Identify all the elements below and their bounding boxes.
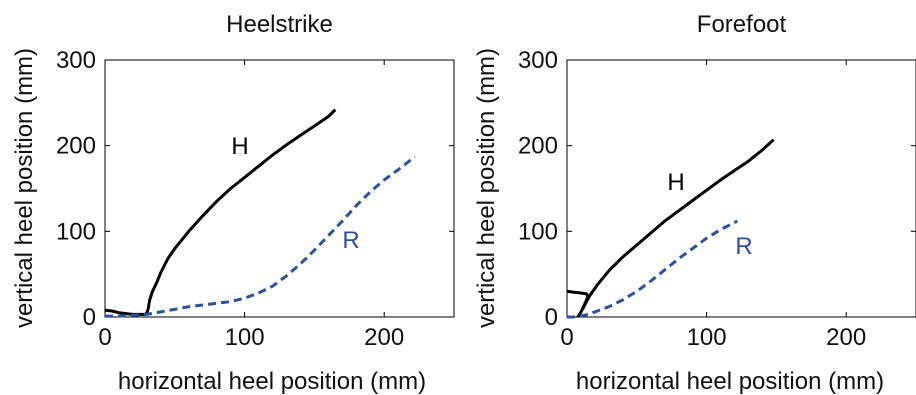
series-label-r: R <box>342 227 359 254</box>
series-line-r <box>567 219 738 319</box>
x-tick-label: 100 <box>687 324 727 351</box>
y-tick-label: 200 <box>518 133 558 160</box>
axis-ticks: 0 100 200 0 100 200 300 <box>56 47 454 351</box>
y-tick-label: 100 <box>56 218 96 245</box>
series-label-h: H <box>667 169 684 196</box>
x-tick-label: 200 <box>364 324 404 351</box>
series-group <box>104 108 416 318</box>
series-group <box>566 138 775 319</box>
heelstrike-chart: Heelstrike horizontal heel position (mm)… <box>11 11 455 395</box>
y-axis-label: vertical heel position (mm) <box>473 48 500 328</box>
chart-title: Heelstrike <box>226 11 333 38</box>
series-label-r: R <box>735 233 752 260</box>
x-tick-label: 0 <box>560 324 573 351</box>
series-line-h <box>104 108 337 316</box>
plot-area-frame <box>104 59 455 318</box>
x-tick-label: 200 <box>826 324 866 351</box>
x-tick-label: 100 <box>225 324 265 351</box>
series-label-h: H <box>231 133 248 160</box>
series-line-h <box>566 138 775 318</box>
plot-area-frame <box>566 59 916 318</box>
y-axis-label: vertical heel position (mm) <box>11 48 38 328</box>
y-tick-label: 300 <box>518 47 558 74</box>
chart-title: Forefoot <box>697 11 787 38</box>
series-line-r <box>105 155 416 318</box>
x-axis-label: horizontal heel position (mm) <box>576 368 884 395</box>
forefoot-chart: Forefoot horizontal heel position (mm) v… <box>473 11 916 395</box>
y-tick-label: 100 <box>518 218 558 245</box>
x-axis-label: horizontal heel position (mm) <box>118 368 426 395</box>
y-tick-label: 200 <box>56 133 96 160</box>
x-tick-label: 0 <box>98 324 111 351</box>
y-tick-label: 300 <box>56 47 96 74</box>
axis-ticks: 0 100 200 0 100 200 300 <box>518 47 916 351</box>
y-tick-label: 0 <box>83 304 96 331</box>
y-tick-label: 0 <box>545 304 558 331</box>
